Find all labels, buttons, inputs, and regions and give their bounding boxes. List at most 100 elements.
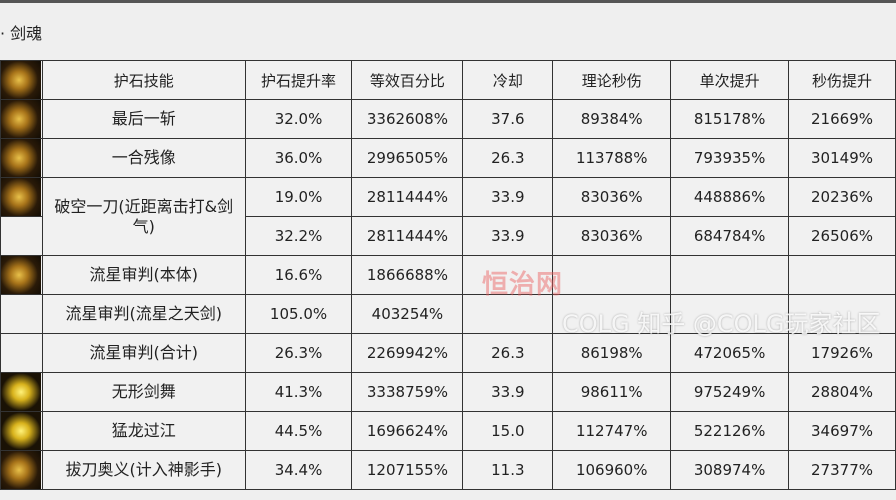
cell-dps: 83036% <box>552 216 672 256</box>
cell-rate: 16.6% <box>244 255 353 295</box>
cell-cd <box>462 255 554 295</box>
cell-dps: 98611% <box>552 372 672 412</box>
cell-dps-up <box>788 255 896 295</box>
cell-dps: 113788% <box>552 138 672 178</box>
skill-name: 破空一刀(近距离击打&剑气) <box>41 177 246 256</box>
talisman-icon <box>1 61 42 99</box>
table-row: 拔刀奥义(计入神影手) 34.4% 1207155% 11.3 106960% 30897… <box>0 450 896 490</box>
header-dps-up: 秒伤提升 <box>788 60 896 100</box>
skill-icon-cell <box>0 60 43 100</box>
cell-cd: 33.9 <box>462 372 554 412</box>
skill-icon <box>1 256 42 294</box>
talisman-table: 护石技能 护石提升率 等效百分比 冷却 理论秒伤 单次提升 秒伤提升 最后一斩 3… <box>0 60 896 490</box>
cell-cd: 15.0 <box>462 411 554 451</box>
cell-dps-up: 27377% <box>788 450 896 490</box>
skill-name: 最后一斩 <box>41 99 246 139</box>
cell-single: 793935% <box>670 138 790 178</box>
top-border <box>0 0 896 3</box>
table-header-row: 护石技能 护石提升率 等效百分比 冷却 理论秒伤 单次提升 秒伤提升 <box>0 60 896 100</box>
table-row: 32.2% 2811444% 33.9 83036% 684784% 26506% <box>0 216 896 256</box>
cell-equiv: 3362608% <box>351 99 464 139</box>
skill-icon-cell <box>0 255 43 295</box>
table-row: 最后一斩 32.0% 3362608% 37.6 89384% 815178% 21669% <box>0 99 896 139</box>
cell-single: 975249% <box>670 372 790 412</box>
skill-icon-cell <box>0 450 43 490</box>
cell-rate: 32.2% <box>244 216 353 256</box>
cell-cd: 26.3 <box>462 138 554 178</box>
cell-equiv: 403254% <box>351 294 464 334</box>
cell-dps <box>552 294 672 334</box>
skill-name: 一合残像 <box>41 138 246 178</box>
table-row: 无形剑舞 41.3% 3338759% 33.9 98611% 975249% 28804% <box>0 372 896 412</box>
cell-dps: 106960% <box>552 450 672 490</box>
skill-icon-cell <box>0 411 43 451</box>
cell-equiv: 2269942% <box>351 333 464 373</box>
cell-rate: 26.3% <box>244 333 353 373</box>
cell-single: 472065% <box>670 333 790 373</box>
cell-equiv: 2811444% <box>351 177 464 217</box>
cell-equiv: 1866688% <box>351 255 464 295</box>
skill-icon-cell <box>0 333 43 373</box>
skill-icon <box>1 178 42 216</box>
skill-icon <box>1 451 42 489</box>
cell-rate: 34.4% <box>244 450 353 490</box>
skill-name: 流星审判(合计) <box>41 333 246 373</box>
skill-icon <box>1 373 42 411</box>
cell-rate: 41.3% <box>244 372 353 412</box>
skill-icon <box>1 334 41 372</box>
table-row: 流星审判(本体) 16.6% 1866688% <box>0 255 896 295</box>
header-rate: 护石提升率 <box>244 60 353 100</box>
skill-icon-cell <box>0 372 43 412</box>
skill-name: 拔刀奥义(计入神影手) <box>41 450 246 490</box>
section-title: · 剑魂 <box>0 24 43 43</box>
skill-icon-cell <box>0 294 43 334</box>
skill-name: 猛龙过江 <box>41 411 246 451</box>
cell-equiv: 2996505% <box>351 138 464 178</box>
cell-dps-up: 28804% <box>788 372 896 412</box>
cell-rate: 19.0% <box>244 177 353 217</box>
cell-dps: 83036% <box>552 177 672 217</box>
skill-icon <box>1 295 41 333</box>
cell-dps: 89384% <box>552 99 672 139</box>
cell-rate: 44.5% <box>244 411 353 451</box>
skill-icon-cell <box>0 138 43 178</box>
skill-icon-cell <box>0 99 43 139</box>
cell-dps: 112747% <box>552 411 672 451</box>
cell-dps-up: 21669% <box>788 99 896 139</box>
cell-equiv: 1696624% <box>351 411 464 451</box>
skill-name: 无形剑舞 <box>41 372 246 412</box>
cell-dps-up: 17926% <box>788 333 896 373</box>
skill-name: 流星审判(本体) <box>41 255 246 295</box>
cell-single <box>670 294 790 334</box>
table-row: 猛龙过江 44.5% 1696624% 15.0 112747% 522126% 34697… <box>0 411 896 451</box>
cell-equiv: 1207155% <box>351 450 464 490</box>
cell-cd: 26.3 <box>462 333 554 373</box>
skill-name: 流星审判(流星之天剑) <box>41 294 246 334</box>
header-cooldown: 冷却 <box>462 60 554 100</box>
cell-cd: 33.9 <box>462 216 554 256</box>
cell-single: 448886% <box>670 177 790 217</box>
cell-equiv: 2811444% <box>351 216 464 256</box>
header-single: 单次提升 <box>670 60 790 100</box>
table-row: 流星审判(流星之天剑) 105.0% 403254% <box>0 294 896 334</box>
cell-cd: 11.3 <box>462 450 554 490</box>
cell-dps-up: 30149% <box>788 138 896 178</box>
table-row: 一合残像 36.0% 2996505% 26.3 113788% 793935% 30149… <box>0 138 896 178</box>
skill-icon-cell <box>0 177 43 217</box>
cell-single: 308974% <box>670 450 790 490</box>
cell-cd <box>462 294 554 334</box>
cell-single: 684784% <box>670 216 790 256</box>
table-row: 破空一刀(近距离击打&剑气) 19.0% 2811444% 33.9 83036% 448… <box>0 177 896 256</box>
cell-dps-up: 26506% <box>788 216 896 256</box>
cell-equiv: 3338759% <box>351 372 464 412</box>
skill-icon-cell <box>0 216 43 256</box>
cell-single: 522126% <box>670 411 790 451</box>
watermark-site: 恒治网 <box>482 270 564 300</box>
cell-dps: 86198% <box>552 333 672 373</box>
cell-rate: 36.0% <box>244 138 353 178</box>
cell-rate: 32.0% <box>244 99 353 139</box>
table-row: 流星审判(合计) 26.3% 2269942% 26.3 86198% 472065% 17… <box>0 333 896 373</box>
cell-single <box>670 255 790 295</box>
cell-dps-up: 34697% <box>788 411 896 451</box>
header-dps: 理论秒伤 <box>552 60 672 100</box>
